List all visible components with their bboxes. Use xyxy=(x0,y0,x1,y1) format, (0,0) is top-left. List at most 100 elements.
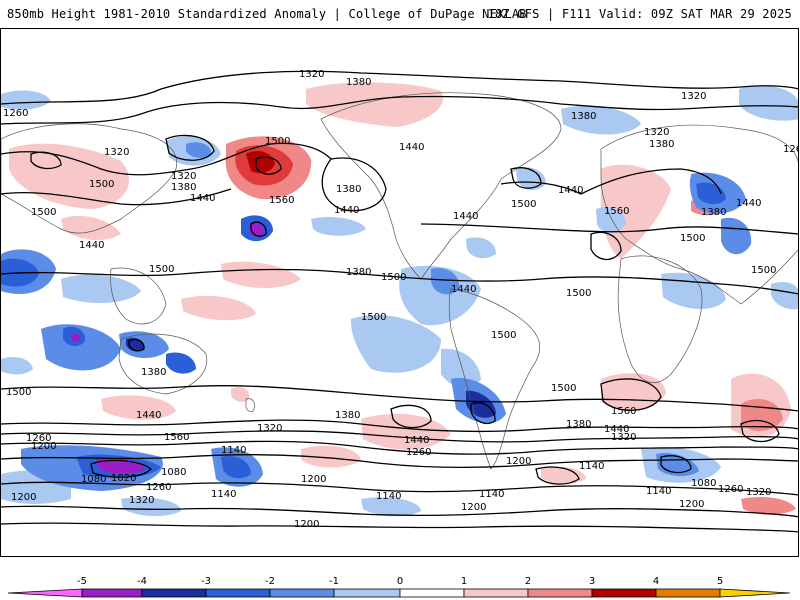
contour-label: 1320 xyxy=(299,69,324,80)
colorbar-tick-label: 2 xyxy=(525,576,531,587)
contour-label: 1320 xyxy=(129,495,154,506)
colorbar-swatch xyxy=(141,588,207,598)
contour-label: 1440 xyxy=(79,240,104,251)
contour-label: 1200 xyxy=(461,502,486,513)
contour-label: 1440 xyxy=(604,424,629,435)
colorbar-swatch xyxy=(463,588,529,598)
contour-label: 1500 xyxy=(149,264,174,275)
colorbar-tick-label: -3 xyxy=(201,576,211,587)
contour-label: 1500 xyxy=(89,179,114,190)
contour-label: 1140 xyxy=(211,489,236,500)
contour-label: 1560 xyxy=(269,195,294,206)
colorbar-tick-label: 5 xyxy=(717,576,723,587)
contour-label: 1320 xyxy=(644,127,669,138)
anomaly-map: 1320 1380 1260 1320 1500 1560 1440 1380 … xyxy=(0,28,799,557)
contour-label: 1560 xyxy=(604,206,629,217)
colorbar: -5 -4 -3 -2 -1 0 1 2 3 4 5 xyxy=(7,576,791,598)
contour-label: 1140 xyxy=(479,489,504,500)
colorbar-tick-label: -5 xyxy=(77,576,87,587)
contour-label: 1320 xyxy=(171,171,196,182)
height-contours xyxy=(1,70,798,533)
colorbar-tick-label: 1 xyxy=(461,576,467,587)
map-title: 850mb Height 1981-2010 Standardized Anom… xyxy=(7,7,527,21)
contour-label: 1260 xyxy=(406,447,431,458)
contour-label: 1380 xyxy=(649,139,674,150)
contour-label: 1380 xyxy=(336,184,361,195)
contour-labels: 1320 1380 1260 1320 1500 1560 1440 1380 … xyxy=(3,69,799,530)
contour-label: 1500 xyxy=(265,136,290,147)
contour-label: 1080 xyxy=(691,478,716,489)
contour-label: 1260 xyxy=(3,108,28,119)
contour-label: 1500 xyxy=(551,383,576,394)
colorbar-tick-label: 0 xyxy=(397,576,403,587)
contour-label: 1140 xyxy=(376,491,401,502)
contour-label: 1260 xyxy=(146,482,171,493)
contour-label: 1200 xyxy=(301,474,326,485)
colorbar-swatch xyxy=(527,588,593,598)
contour-label: 1320 xyxy=(681,91,706,102)
contour-label: 1380 xyxy=(566,419,591,430)
contour-label: 1260 xyxy=(783,144,799,155)
contour-label: 1500 xyxy=(511,199,536,210)
colorbar-swatch xyxy=(591,588,657,598)
contour-label: 1440 xyxy=(558,185,583,196)
contour-label: 1440 xyxy=(453,211,478,222)
contour-label: 1500 xyxy=(751,265,776,276)
contour-label: 1440 xyxy=(451,284,476,295)
colorbar-swatch xyxy=(81,588,143,598)
colorbar-tick-label: 4 xyxy=(653,576,659,587)
contour-label: 1380 xyxy=(346,77,371,88)
contour-label: 1500 xyxy=(491,330,516,341)
contour-label: 1500 xyxy=(680,233,705,244)
contour-label: 1080 xyxy=(161,467,186,478)
contour-label: 1500 xyxy=(566,288,591,299)
map-canvas: 1320 1380 1260 1320 1500 1560 1440 1380 … xyxy=(1,69,799,533)
contour-label: 1200 xyxy=(679,499,704,510)
contour-label: 1440 xyxy=(334,205,359,216)
colorbar-swatches xyxy=(7,588,791,598)
contour-label: 1500 xyxy=(31,207,56,218)
colorbar-tick-label: -2 xyxy=(265,576,275,587)
contour-label: 1440 xyxy=(136,410,161,421)
colorbar-swatch xyxy=(719,588,791,598)
colorbar-swatch xyxy=(655,588,721,598)
contour-label: 1140 xyxy=(646,486,671,497)
contour-label: 1320 xyxy=(104,147,129,158)
colorbar-swatch xyxy=(333,588,401,598)
contour-label: 1080 xyxy=(81,474,106,485)
contour-label: 1200 xyxy=(31,441,56,452)
colorbar-tick-label: -1 xyxy=(329,576,339,587)
colorbar-swatch xyxy=(7,588,83,598)
contour-label: 1380 xyxy=(171,182,196,193)
contour-label: 1200 xyxy=(506,456,531,467)
contour-label: 1140 xyxy=(579,461,604,472)
contour-label: 1380 xyxy=(335,410,360,421)
contour-label: 1380 xyxy=(571,111,596,122)
contour-label: 1140 xyxy=(221,445,246,456)
contour-label: 1560 xyxy=(164,432,189,443)
contour-label: 1200 xyxy=(11,492,36,503)
colorbar-tick-labels: -5 -4 -3 -2 -1 0 1 2 3 4 5 xyxy=(77,576,723,587)
contour-label: 1380 xyxy=(141,367,166,378)
contour-label: 1440 xyxy=(190,193,215,204)
contour-label: 1260 xyxy=(718,484,743,495)
colorbar-swatch xyxy=(205,588,271,598)
contour-label: 1560 xyxy=(611,406,636,417)
colorbar-swatch xyxy=(269,588,335,598)
colorbar-tick-label: 3 xyxy=(589,576,595,587)
model-run-info: 18Z GFS | F111 Valid: 09Z SAT MAR 29 202… xyxy=(487,7,792,21)
coastlines xyxy=(1,92,798,470)
contour-label: 1020 xyxy=(111,473,136,484)
contour-label: 1260 xyxy=(26,433,51,444)
contour-label: 1440 xyxy=(404,435,429,446)
contour-label: 1440 xyxy=(399,142,424,153)
contour-label: 1500 xyxy=(381,272,406,283)
colorbar-tick-label: -4 xyxy=(137,576,147,587)
contour-label: 1200 xyxy=(294,519,319,530)
contour-label: 1380 xyxy=(701,207,726,218)
contour-label: 1320 xyxy=(611,432,636,443)
contour-label: 1380 xyxy=(346,267,371,278)
contour-label: 1320 xyxy=(746,487,771,498)
contour-label: 1440 xyxy=(736,198,761,209)
colorbar-swatch xyxy=(399,588,465,598)
